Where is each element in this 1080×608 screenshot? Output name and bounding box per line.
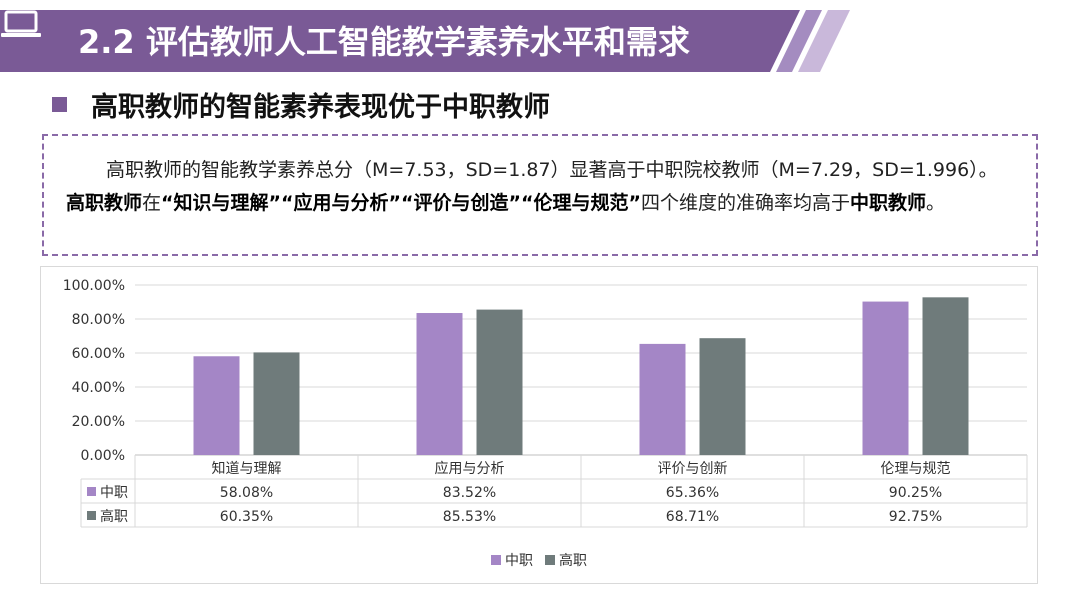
title-banner [0,10,850,72]
category-label: 知道与理解 [212,460,282,477]
data-label: 68.71% [666,509,719,525]
bar-高职 [922,297,969,455]
summary-text-3: 四个维度的准确率均高于 [640,192,850,214]
y-tick-label: 40.00% [72,380,125,396]
table-legend-key [87,511,96,520]
legend-key [491,555,501,565]
bar-高职 [699,338,746,455]
summary-bold-2: 中职教师 [849,192,926,214]
table-series-label: 高职 [100,508,128,525]
summary-sentence-1: 高职教师的智能教学素养总分（M=7.53，SD=1.87）显著高于中职院校教师（… [106,159,998,181]
laptop-icon [1,10,41,37]
legend-label: 中职 [505,553,533,569]
data-label: 92.75% [889,509,942,525]
y-tick-label: 20.00% [72,414,125,430]
bar-中职 [862,301,909,455]
summary-text-2: 在 [142,192,162,214]
summary-bold-1: 高职教师 [66,192,143,214]
category-label: 伦理与规范 [881,460,951,477]
y-tick-label: 0.00% [81,448,125,464]
page-title: 2.2 评估教师人工智能教学素养水平和需求 [78,23,690,61]
subheading: 高职教师的智能素养表现优于中职教师 [52,84,550,124]
y-tick-label: 80.00% [72,312,125,328]
y-tick-label: 60.00% [72,346,125,362]
square-bullet-icon [52,96,67,112]
bar-高职 [253,352,300,455]
data-label: 60.35% [220,509,273,525]
summary-text-4: 。 [925,192,945,214]
data-label: 65.36% [666,485,719,501]
bar-中职 [416,313,463,455]
subheading-text: 高职教师的智能素养表现优于中职教师 [91,91,550,123]
y-tick-label: 100.00% [63,278,125,294]
bar-chart: 0.00% 20.00% 40.00% 60.00% 80.00% 100.00% 知道与理… [63,278,1028,569]
table-series-label: 中职 [100,485,128,501]
summary-textbox: 高职教师的智能教学素养总分（M=7.53，SD=1.87）显著高于中职院校教师（… [42,134,1038,256]
summary-bold-dimensions: “知识与理解”“应用与分析”“评价与创造”“伦理与规范” [161,192,641,214]
legend-label: 高职 [559,552,587,569]
legend-key [545,555,555,565]
data-label: 90.25% [889,485,942,501]
category-label: 应用与分析 [435,460,505,477]
banner-shape [0,10,850,72]
bar-中职 [193,356,240,455]
data-label: 83.52% [443,485,496,501]
chart-container: 0.00% 20.00% 40.00% 60.00% 80.00% 100.00% 知道与理… [40,266,1038,584]
data-label: 85.53% [443,509,496,525]
data-label: 58.08% [220,485,273,501]
table-legend-key [87,487,96,496]
bar-高职 [476,309,523,455]
bar-中职 [639,343,686,455]
category-label: 评价与创新 [658,461,728,477]
